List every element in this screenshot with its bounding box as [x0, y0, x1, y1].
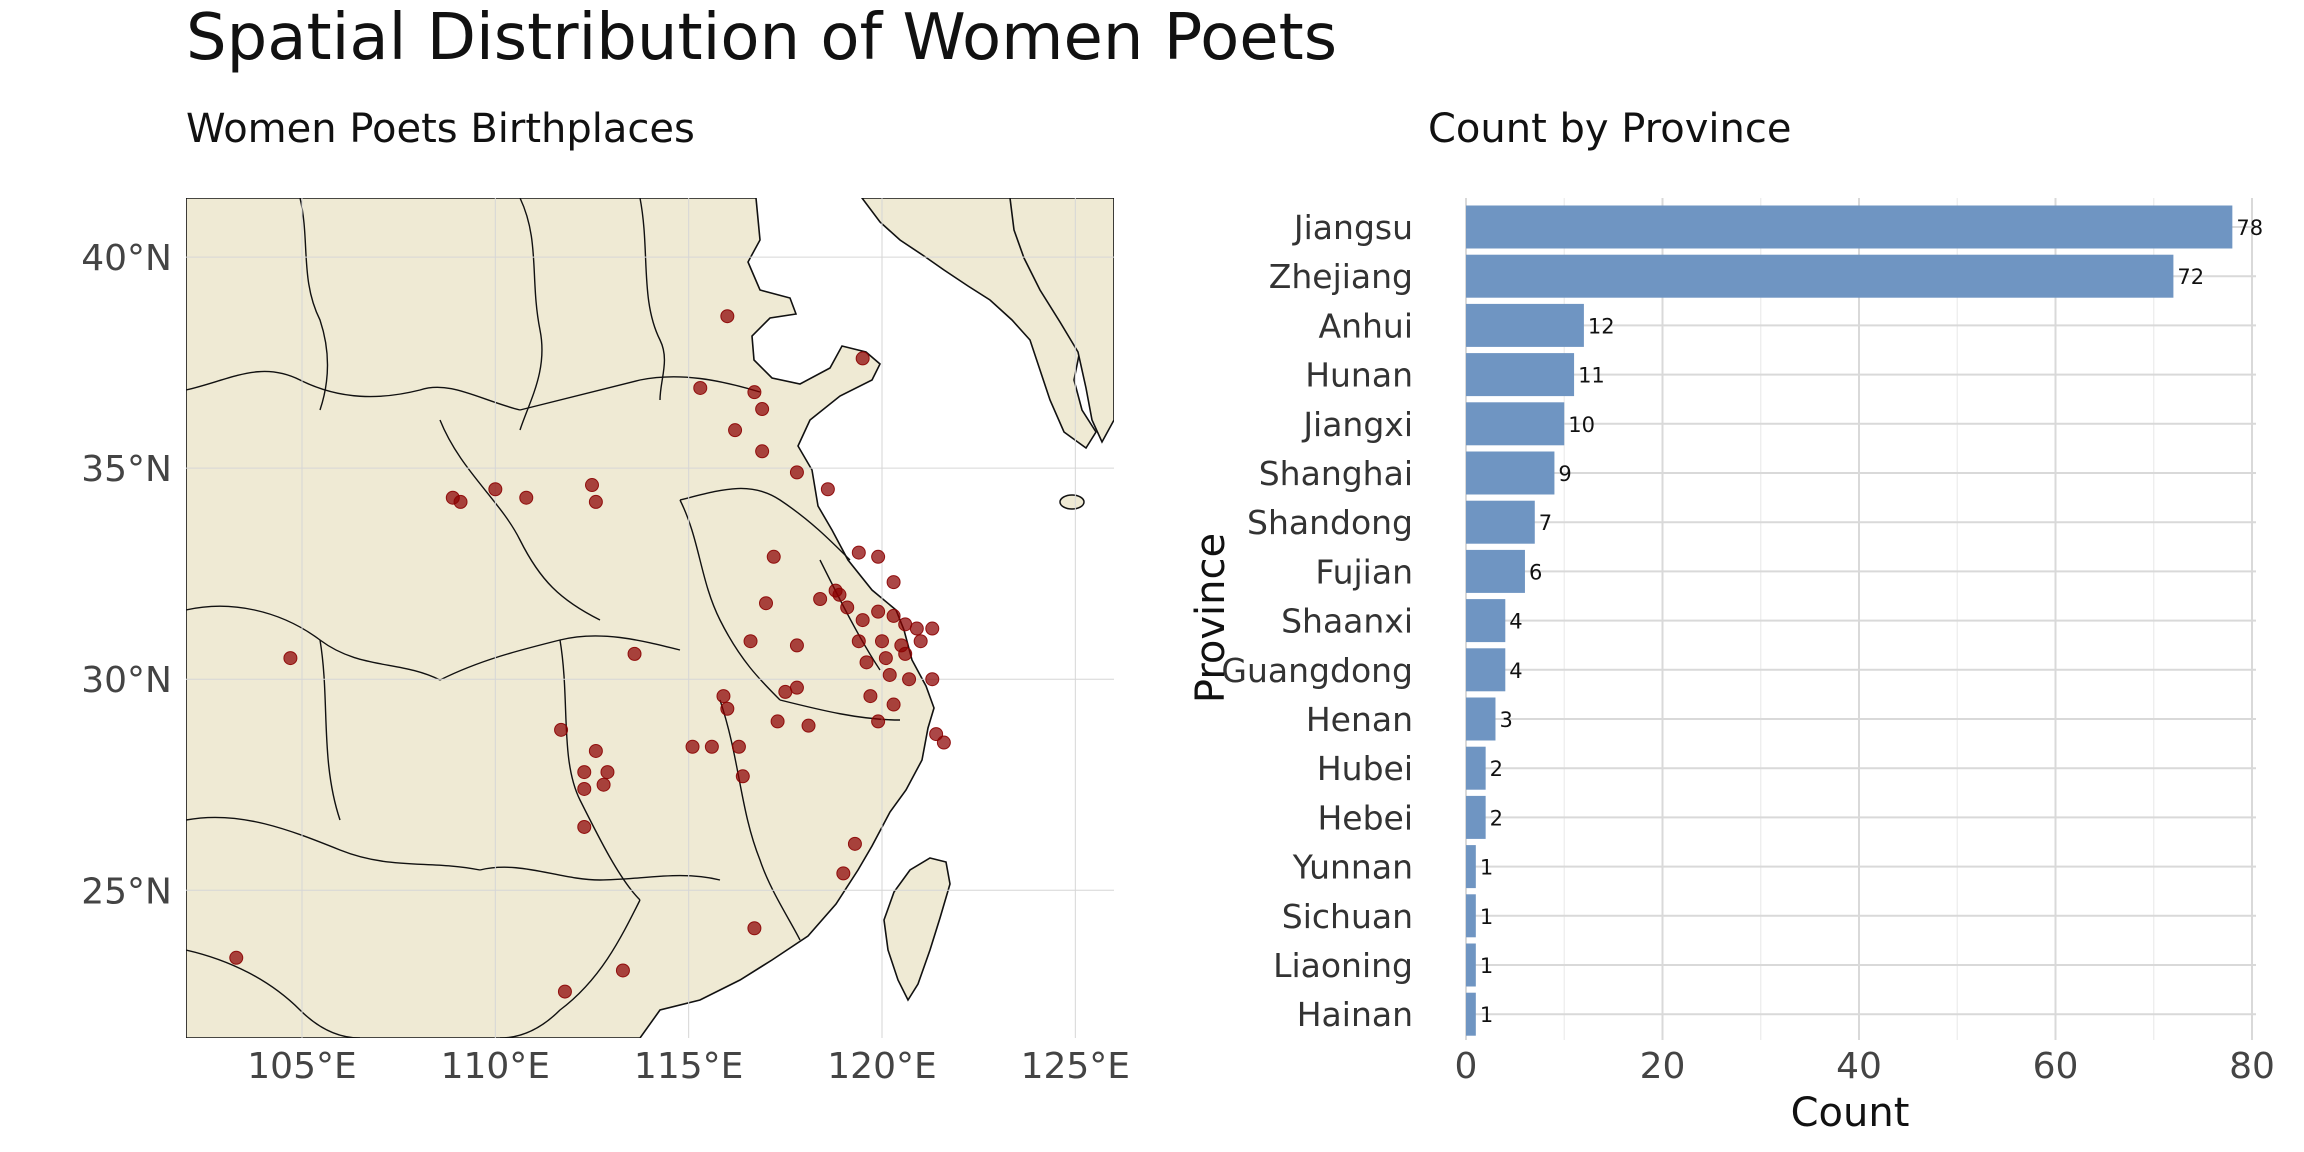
map-point [898, 646, 913, 661]
map-x-axis: 105°E 110°E 115°E 120°E 125°E [247, 1046, 1130, 1087]
map-point [755, 402, 770, 417]
map-point [820, 482, 835, 497]
map-point [766, 549, 781, 564]
map-point [813, 592, 828, 607]
map-point [878, 651, 893, 666]
map-point [778, 684, 793, 699]
map-title: Women Poets Birthplaces [186, 106, 695, 152]
map-point [855, 613, 870, 628]
map-point [735, 769, 750, 784]
map-point [855, 351, 870, 366]
map-land-taiwan [883, 857, 951, 1002]
map-point [836, 866, 851, 881]
map-point [851, 634, 866, 649]
map-point [743, 634, 758, 649]
map-point [747, 385, 762, 400]
map-point [886, 608, 901, 623]
map-point [832, 587, 847, 602]
map-point [731, 739, 746, 754]
map-land-korea [1009, 198, 1114, 444]
map-land-island [1059, 494, 1085, 510]
map-point [936, 735, 951, 750]
map-x-tick-label: 105°E [247, 1046, 356, 1087]
map-point [886, 575, 901, 590]
map-point [615, 963, 630, 978]
map-point [716, 689, 731, 704]
map-point [863, 689, 878, 704]
map-point [770, 714, 785, 729]
map-province-borders [186, 198, 901, 1038]
map-point [871, 714, 886, 729]
map-point [801, 718, 816, 733]
map-point [577, 819, 592, 834]
map-point [747, 921, 762, 936]
map-point [789, 638, 804, 653]
map-point [882, 667, 897, 682]
map-y-tick-label: 25°N [81, 871, 172, 912]
map-point [588, 743, 603, 758]
map-y-tick-label: 40°N [81, 238, 172, 279]
map-point [229, 950, 244, 965]
map-point [925, 672, 940, 687]
map-point [283, 651, 298, 666]
map-points [229, 309, 951, 999]
map-graticule [186, 198, 1114, 1038]
map-point [898, 617, 913, 632]
map-point [627, 646, 642, 661]
map-point [554, 722, 569, 737]
map-point [720, 701, 735, 716]
map-point [925, 621, 940, 636]
map-point [453, 494, 468, 509]
map-point [596, 777, 611, 792]
map-point [789, 465, 804, 480]
map-point [755, 444, 770, 459]
map-point [704, 739, 719, 754]
map-point [847, 836, 862, 851]
map-y-tick-label: 35°N [81, 449, 172, 490]
map-x-tick-label: 110°E [441, 1046, 550, 1087]
map-point [789, 680, 804, 695]
map-point [577, 765, 592, 780]
map-point [759, 596, 773, 611]
map-point [577, 781, 592, 796]
map-point [871, 604, 886, 619]
map-point [886, 697, 901, 712]
map-point [913, 634, 928, 649]
map-point [871, 549, 886, 564]
map-point [902, 672, 917, 687]
map-point [519, 490, 534, 505]
map-x-tick-label: 115°E [634, 1046, 743, 1087]
map-point [685, 739, 700, 754]
map-point [488, 482, 503, 497]
map-point [557, 984, 572, 999]
map-point [859, 655, 874, 670]
map-y-tick-label: 30°N [81, 660, 172, 701]
map-land-mainland [186, 198, 935, 1038]
map-x-tick-label: 125°E [1021, 1046, 1130, 1087]
map-point [588, 494, 603, 509]
map-point [585, 478, 599, 493]
map-point [909, 621, 924, 636]
bar-chart-title: Count by Province [1428, 106, 1792, 152]
map-y-axis: 40°N 35°N 30°N 25°N [81, 238, 172, 912]
map-point [600, 765, 615, 780]
map-point [875, 634, 889, 649]
map-point [720, 309, 735, 324]
map-x-tick-label: 120°E [827, 1046, 936, 1087]
page-title: Spatial Distribution of Women Poets [186, 1, 1338, 75]
map-point [840, 600, 855, 615]
map-point [851, 545, 866, 560]
map-point [693, 380, 708, 395]
map-point [728, 423, 743, 438]
